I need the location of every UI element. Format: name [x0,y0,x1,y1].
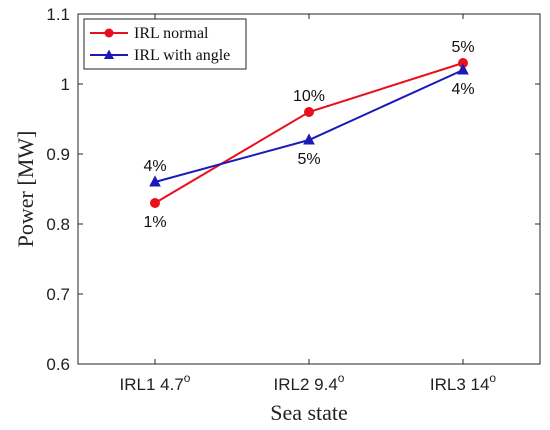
data-point [457,63,469,75]
x-tick-label: IRL3 14o [430,371,497,394]
legend-label: IRL with angle [134,47,230,64]
series-layer [149,58,469,208]
data-label: 4% [143,158,166,175]
y-tick-label: 1 [61,75,70,94]
x-tick-label: IRL1 4.7o [120,371,191,394]
y-tick-label: 0.8 [46,215,70,234]
y-tick-label: 0.9 [46,145,70,164]
x-axis-label: Sea state [270,400,348,425]
x-tick-label: IRL2 9.4o [274,371,345,394]
axis-ticks: 0.6 0.7 0.8 0.9 1 1.1 IRL1 4.7o IRL2 9.4o IRL3 1… [46,5,540,394]
data-label: 4% [451,81,474,98]
data-label: 1% [143,214,166,231]
data-point [303,133,315,145]
data-label: 10% [293,88,325,105]
data-point [149,175,161,187]
data-point [150,198,160,208]
legend: IRL normal IRL with angle [83,18,247,70]
y-tick-label: 0.7 [46,285,70,304]
y-axis-label: Power [MW] [13,131,38,248]
y-tick-label: 1.1 [46,5,70,24]
legend-marker [104,49,114,59]
data-labels: 1% 10% 5% 4% 5% 4% [143,39,474,231]
legend-box [83,18,247,70]
legend-marker [104,28,114,38]
data-label: 5% [451,39,474,56]
data-label: 5% [297,151,320,168]
y-tick-label: 0.6 [46,355,70,374]
legend-label: IRL normal [134,25,209,42]
data-point [304,107,314,117]
